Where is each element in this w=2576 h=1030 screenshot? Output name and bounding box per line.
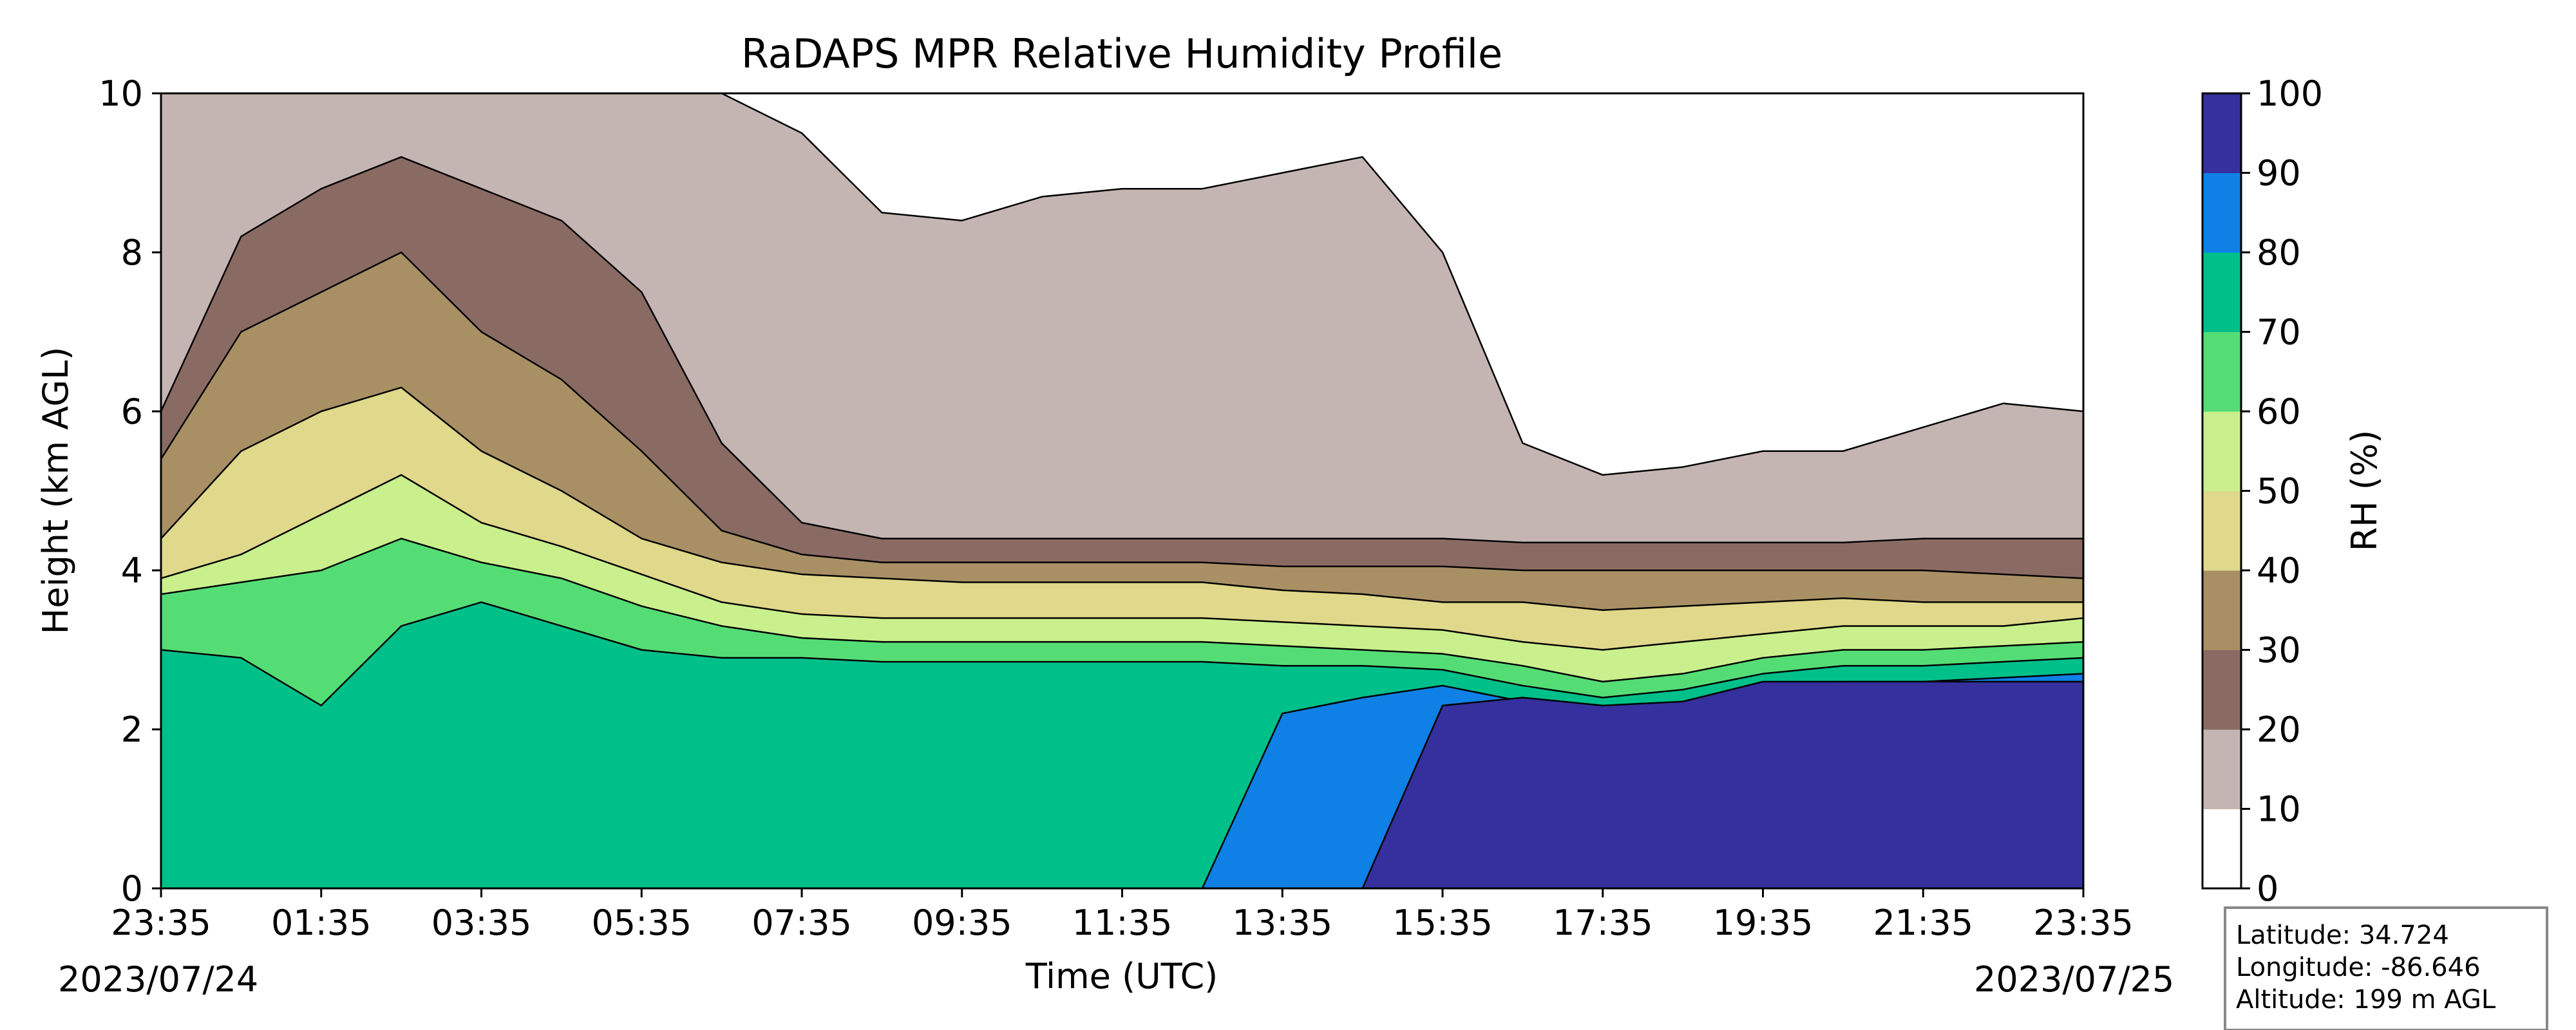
colorbar-segment-80 — [2202, 173, 2241, 253]
colorbar-tick-label: 50 — [2257, 471, 2301, 512]
colorbar-tick-label: 100 — [2257, 73, 2323, 114]
colorbar-tick-label: 0 — [2257, 868, 2278, 909]
station-latitude: Latitude: 34.724 — [2236, 921, 2449, 950]
colorbar-segment-60 — [2202, 332, 2241, 412]
end-date-label: 2023/07/25 — [1974, 959, 2174, 1000]
x-tick-label: 15:35 — [1392, 903, 1493, 943]
colorbar-label: RH (%) — [2344, 430, 2385, 552]
plot-area — [161, 93, 2083, 888]
x-tick-label: 05:35 — [591, 903, 692, 943]
colorbar-tick-label: 90 — [2257, 153, 2301, 194]
y-axis-ticks: 0 2 4 6 8 10 — [99, 73, 161, 909]
y-tick-label: 6 — [121, 391, 143, 432]
x-axis-ticks: 23:35 01:35 03:35 05:35 07:35 09:35 11:35 13:35… — [111, 888, 2134, 943]
colorbar-tick-label: 60 — [2257, 391, 2301, 432]
y-tick-label: 0 — [121, 868, 143, 909]
x-tick-label: 13:35 — [1232, 903, 1332, 943]
colorbar-segment-30 — [2202, 570, 2241, 650]
rh-band-90 — [161, 680, 2083, 888]
chart-title: RaDAPS MPR Relative Humidity Profile — [741, 30, 1502, 77]
y-axis-label: Height (km AGL) — [35, 347, 76, 635]
colorbar-tick-label: 20 — [2257, 709, 2301, 750]
colorbar-segment-50 — [2202, 411, 2241, 491]
colorbar-segment-90 — [2202, 93, 2241, 173]
x-tick-label: 21:35 — [1873, 903, 1973, 943]
colorbar-tick-label: 40 — [2257, 550, 2301, 591]
y-tick-label: 10 — [99, 73, 143, 114]
x-tick-label: 23:35 — [2033, 903, 2134, 943]
colorbar-segment-0 — [2202, 809, 2241, 889]
x-tick-label: 01:35 — [271, 903, 372, 943]
station-altitude: Altitude: 199 m AGL — [2236, 985, 2496, 1015]
station-longitude: Longitude: -86.646 — [2236, 953, 2481, 982]
colorbar-tick-label: 10 — [2257, 789, 2301, 830]
x-tick-label: 07:35 — [752, 903, 852, 943]
x-tick-label: 03:35 — [431, 903, 532, 943]
y-tick-label: 2 — [121, 709, 143, 750]
colorbar-tick-label: 80 — [2257, 232, 2301, 273]
colorbar — [2202, 93, 2241, 889]
start-date-label: 2023/07/24 — [58, 959, 258, 1000]
colorbar-segment-10 — [2202, 729, 2241, 809]
x-tick-label: 11:35 — [1072, 903, 1173, 943]
colorbar-segment-70 — [2202, 252, 2241, 332]
colorbar-tick-label: 70 — [2257, 312, 2301, 353]
colorbar-ticks: 0 10 20 30 40 50 60 70 80 90 100 — [2241, 73, 2323, 909]
x-tick-label: 19:35 — [1713, 903, 1814, 943]
colorbar-tick-label: 30 — [2257, 630, 2301, 671]
y-tick-label: 8 — [121, 232, 143, 273]
station-info-frame — [2224, 906, 2548, 1030]
x-tick-label: 09:35 — [912, 903, 1012, 943]
humidity-bands — [161, 93, 2083, 888]
colorbar-segment-40 — [2202, 491, 2241, 571]
x-axis-label: Time (UTC) — [1025, 956, 1218, 997]
x-tick-label: 17:35 — [1553, 903, 1653, 943]
x-tick-label: 23:35 — [111, 903, 211, 943]
station-info-box: Latitude: 34.724 Longitude: -86.646 Alti… — [2224, 906, 2548, 1030]
y-tick-label: 4 — [121, 550, 143, 591]
colorbar-segment-20 — [2202, 650, 2241, 730]
